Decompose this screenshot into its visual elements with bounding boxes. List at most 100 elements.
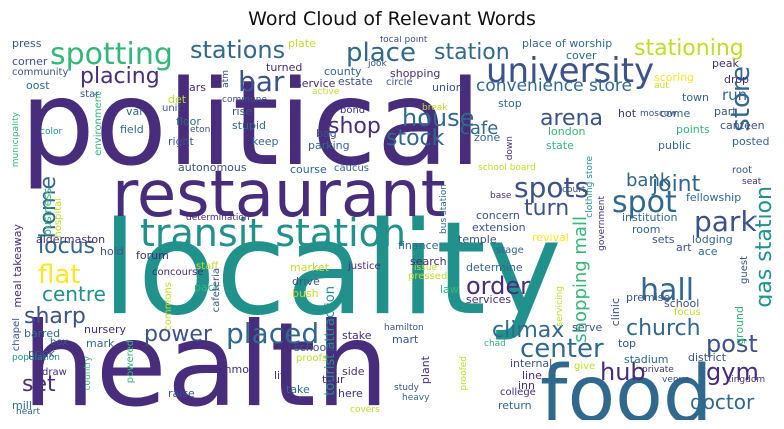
word-cafe: cafe — [460, 118, 499, 139]
word-arena: arena — [540, 106, 604, 131]
word-placed: placed — [226, 317, 320, 350]
word-convenience-store: convenience store — [476, 76, 632, 96]
word-color: color — [40, 127, 63, 137]
word-university: university — [486, 51, 655, 91]
word-come: come — [660, 107, 691, 120]
word-down: down — [505, 136, 515, 161]
word-environment: environment — [93, 92, 104, 156]
word-health: health — [22, 298, 390, 421]
word-cafeteria: cafeteria — [211, 268, 222, 313]
word-canteen: canteen — [720, 119, 765, 132]
word-part: part — [714, 105, 737, 118]
word-tour: tour — [322, 373, 345, 386]
word-servicing: servicing — [555, 286, 565, 327]
word-prick: prick — [28, 347, 55, 360]
word-bush: bush — [292, 287, 319, 300]
word-kingdom: kingdom — [726, 375, 766, 385]
word-drive: drive — [292, 275, 320, 288]
word-mill: mill — [12, 399, 32, 412]
word-autonomous: autonomous — [178, 161, 247, 174]
word-powered: powered — [125, 340, 136, 384]
word-bank: bank — [626, 170, 671, 191]
word-market: market — [290, 261, 330, 274]
word-covers: covers — [350, 405, 380, 415]
word-college: college — [500, 387, 536, 398]
word-stations: stations — [190, 36, 286, 64]
word-shop: shop — [328, 114, 381, 139]
word-study: study — [394, 383, 419, 393]
word-locality: locality — [102, 195, 562, 344]
word-stationing: stationing — [634, 36, 744, 61]
word-top: top — [618, 337, 637, 350]
word-oost: oost — [26, 79, 50, 92]
word-extension: extension — [472, 221, 526, 234]
word-hamilton: hamilton — [384, 323, 424, 333]
word-break: break — [422, 103, 448, 113]
word-state: state — [546, 139, 574, 152]
word-community: community — [12, 67, 69, 78]
word-keep: keep — [252, 135, 279, 148]
word-place: place — [346, 38, 416, 68]
word-ground: ground — [733, 306, 746, 345]
word-county: county — [324, 65, 362, 78]
word-chapel: chapel — [12, 318, 22, 352]
word-justice: justice — [348, 261, 381, 272]
word-premise: premise — [626, 291, 671, 304]
word-ace: ace — [698, 245, 718, 258]
word-course: course — [290, 163, 327, 176]
word-center: center — [520, 334, 604, 364]
word-det: det — [168, 93, 187, 106]
figure-title: Word Cloud of Relevant Words — [248, 8, 536, 30]
word-guest: guest — [739, 256, 750, 284]
word-search: search — [410, 255, 447, 268]
word-house: house — [402, 104, 475, 132]
word-forum: forum — [136, 249, 169, 262]
word-field: field — [120, 123, 144, 136]
word-clinic: clinic — [609, 298, 622, 327]
word-municipality: municipality — [12, 112, 21, 168]
word-commune: commune — [222, 95, 267, 105]
word-drop: drop — [724, 73, 749, 86]
word-public: public — [658, 139, 692, 152]
word-district: district — [688, 351, 727, 364]
word-spots: spots — [514, 171, 590, 204]
word-hall: hall — [640, 273, 695, 308]
word-service: service — [296, 77, 336, 90]
word-box: box — [50, 337, 69, 348]
word-line: line — [522, 369, 542, 382]
word-stake: stake — [342, 329, 372, 342]
word-bus-station: bus station — [439, 184, 449, 234]
word-raise: raise — [168, 387, 195, 400]
word-hospital: hospital — [53, 198, 64, 238]
word-focus: focus — [674, 307, 701, 318]
word-school-board: school board — [478, 163, 536, 173]
word-life: life — [274, 369, 291, 382]
word-stock: stock — [386, 126, 445, 151]
word-mark: mark — [86, 337, 115, 350]
word-spotting: spotting — [50, 37, 173, 72]
word-shopping: shopping — [390, 67, 441, 80]
word-meal-takeaway: meal takeaway — [12, 224, 24, 308]
word-active: active — [312, 87, 340, 97]
word-placing: placing — [80, 64, 160, 89]
word-star: star — [80, 89, 100, 100]
word-moscow: moscow — [640, 109, 677, 119]
word-side: side — [342, 365, 365, 378]
word-spot: spot — [612, 185, 677, 220]
word-caucus: caucus — [334, 163, 370, 174]
word-finance: finance — [398, 239, 439, 252]
word-here: here — [338, 387, 363, 400]
word-estate: estate — [338, 75, 373, 88]
word-heart: heart — [16, 407, 40, 417]
word-order: order — [466, 272, 530, 300]
word-peak: peak — [712, 57, 739, 70]
word-floor: floor — [176, 115, 201, 128]
word-mart: mart — [392, 333, 419, 346]
word-zone: zone — [474, 131, 501, 144]
word-concern: concern — [476, 209, 520, 222]
word-cover: cover — [566, 49, 597, 62]
word-base: base — [490, 191, 512, 201]
word-bars: bars — [182, 81, 206, 94]
word-room: room — [632, 223, 661, 236]
